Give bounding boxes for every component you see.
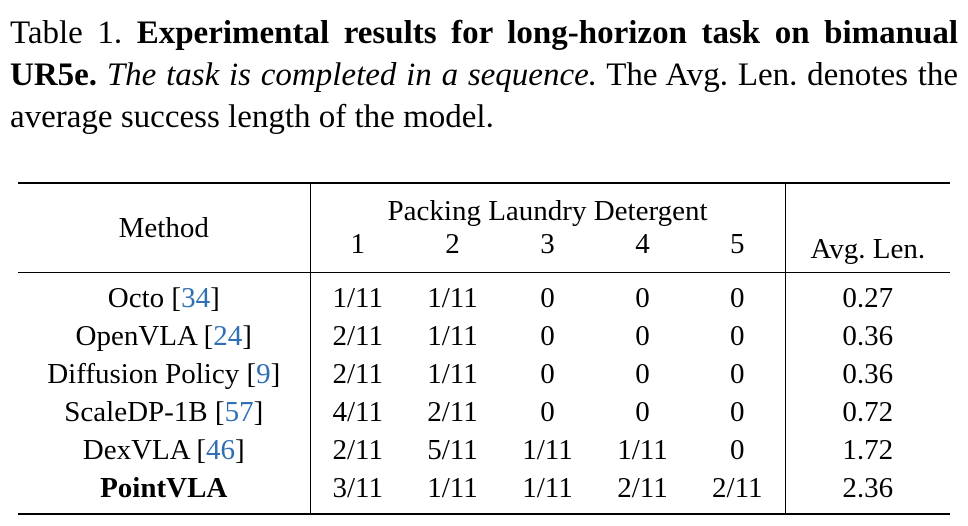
step-cell: 1/11 (427, 282, 478, 314)
caption-italic: The task is completed in a sequence. (106, 57, 598, 93)
step-cell: 3/11 (309, 469, 405, 515)
method-name: ScaleDP-1B (64, 396, 208, 428)
step-cell: 2/11 (690, 469, 786, 515)
step-cell: 1/11 (405, 469, 500, 515)
step-cell: 0 (730, 434, 745, 466)
caption-title: Experimental results for long-horizon ta… (10, 15, 959, 93)
step-cell: 0 (540, 358, 555, 390)
avg-cell: 0.72 (784, 393, 951, 431)
step-cell: 0 (635, 320, 650, 352)
method-name: OpenVLA (75, 320, 197, 352)
citation: 24 (204, 320, 252, 352)
citation: 34 (171, 282, 219, 314)
caption-text: The Avg. Len. denotes the average succes… (10, 57, 959, 135)
header-step: 3 (500, 228, 595, 273)
step-cell: 2/11 (309, 431, 405, 469)
caption: Table 1. Experimental results for long-h… (10, 12, 958, 138)
avg-cell: 0.27 (784, 272, 951, 317)
caption-label: Table 1. (10, 15, 123, 51)
method-cell: PointVLA (18, 469, 310, 515)
step-cell: 1/11 (309, 272, 405, 317)
step-cell: 1/11 (617, 434, 668, 466)
step-cell: 2/11 (309, 317, 405, 355)
step-cell: 4/11 (309, 393, 405, 431)
step-cell: 1/11 (500, 469, 595, 515)
header-avg: Avg. Len. (784, 182, 951, 273)
step-cell: 2/11 (595, 469, 690, 515)
step-cell: 0 (730, 282, 745, 314)
header-step: 5 (690, 228, 786, 273)
method-cell: Octo 34 (18, 273, 310, 318)
step-cell: 1/11 (427, 320, 478, 352)
header-step: 4 (595, 228, 690, 273)
header-method: Method (18, 182, 310, 273)
method-cell: DexVLA 46 (18, 431, 310, 469)
step-cell: 0 (730, 358, 745, 390)
citation: 9 (246, 358, 280, 390)
results-table: Method Packing Laundry Detergent Avg. Len.… (18, 182, 951, 515)
step-cell: 1/11 (427, 358, 478, 390)
method-name: Diffusion Policy (47, 358, 240, 390)
step-cell: 0 (635, 282, 650, 314)
citation: 46 (196, 434, 244, 466)
method-name: PointVLA (100, 472, 228, 504)
avg-cell: 2.36 (784, 469, 951, 515)
header-step: 2 (405, 228, 500, 273)
header-group: Packing Laundry Detergent (309, 182, 786, 228)
step-cell: 0 (540, 396, 555, 428)
method-cell: OpenVLA 24 (18, 317, 310, 355)
method-cell: ScaleDP-1B 57 (18, 393, 310, 431)
citation: 57 (215, 396, 263, 428)
avg-cell: 0.36 (784, 317, 951, 355)
step-cell: 0 (540, 320, 555, 352)
step-cell: 0 (730, 396, 745, 428)
avg-cell: 0.36 (784, 355, 951, 393)
avg-cell: 1.72 (784, 431, 951, 469)
step-cell: 0 (635, 396, 650, 428)
step-cell: 2/11 (427, 396, 478, 428)
step-cell: 5/11 (427, 434, 478, 466)
method-name: Octo (107, 282, 165, 314)
step-cell: 2/11 (309, 355, 405, 393)
header-step: 1 (309, 228, 405, 273)
step-cell: 1/11 (522, 434, 573, 466)
step-cell: 0 (635, 358, 650, 390)
step-cell: 0 (730, 320, 745, 352)
method-name: DexVLA (82, 434, 190, 466)
step-cell: 0 (540, 282, 555, 314)
table-row: PointVLA 3/11 1/11 1/11 2/11 2/11 2.36 (18, 469, 951, 515)
method-cell: Diffusion Policy 9 (18, 355, 310, 393)
